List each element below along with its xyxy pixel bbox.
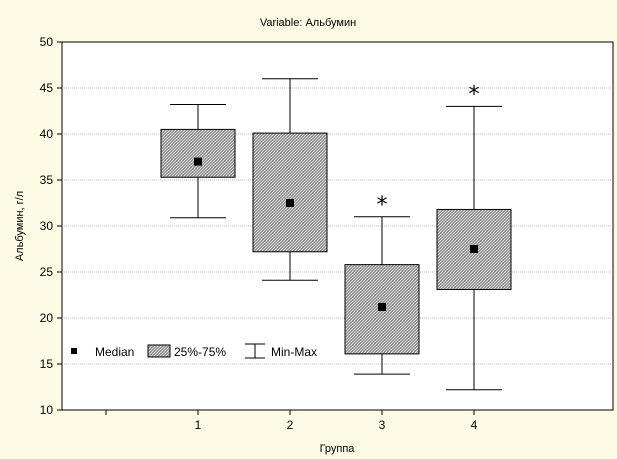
y-axis-ticks: 10 15 20 25 30 35 40 45 50 (40, 35, 62, 417)
median-marker (470, 245, 478, 253)
y-tick-label: 45 (40, 81, 54, 95)
x-tick-label: 1 (195, 418, 202, 432)
y-tick-label: 15 (40, 357, 54, 371)
y-tick-label: 25 (40, 265, 54, 279)
x-axis-ticks: 1 2 3 4 (105, 410, 478, 432)
y-tick-label: 30 (40, 219, 54, 233)
chart-title: Variable: Альбумин (260, 17, 356, 29)
y-axis-title: Альбумин, г/л (14, 191, 26, 261)
y-tick-label: 20 (40, 311, 54, 325)
y-tick-label: 10 (40, 403, 54, 417)
x-tick-label: 3 (379, 418, 386, 432)
x-axis-title: Группа (320, 443, 356, 455)
legend-whisker-symbol (245, 343, 265, 359)
box-group-4: * (436, 82, 512, 391)
y-tick-label: 40 (40, 127, 54, 141)
box-series: ** (160, 78, 512, 391)
box-group-3: * (344, 193, 420, 375)
legend-median-label: Median (95, 345, 134, 359)
y-tick-label: 50 (40, 35, 54, 49)
box-group-1 (160, 104, 236, 219)
legend-box-symbol (147, 344, 171, 358)
median-marker (194, 157, 202, 166)
median-marker (378, 302, 386, 311)
median-marker (286, 199, 294, 207)
y-tick-label: 35 (40, 173, 54, 187)
significance-marker: * (377, 193, 388, 218)
legend-box-label: 25%-75% (174, 345, 226, 359)
x-tick-label: 2 (287, 418, 294, 432)
iqr-box (252, 132, 328, 253)
box-group-2 (252, 78, 328, 281)
legend-whisker-label: Min-Max (271, 345, 317, 359)
significance-marker: * (469, 82, 480, 107)
legend-median-symbol (71, 348, 77, 354)
iqr-box (160, 128, 236, 178)
legend: Median 25%-75% Min-Max (71, 343, 317, 359)
x-tick-label: 4 (471, 418, 478, 432)
